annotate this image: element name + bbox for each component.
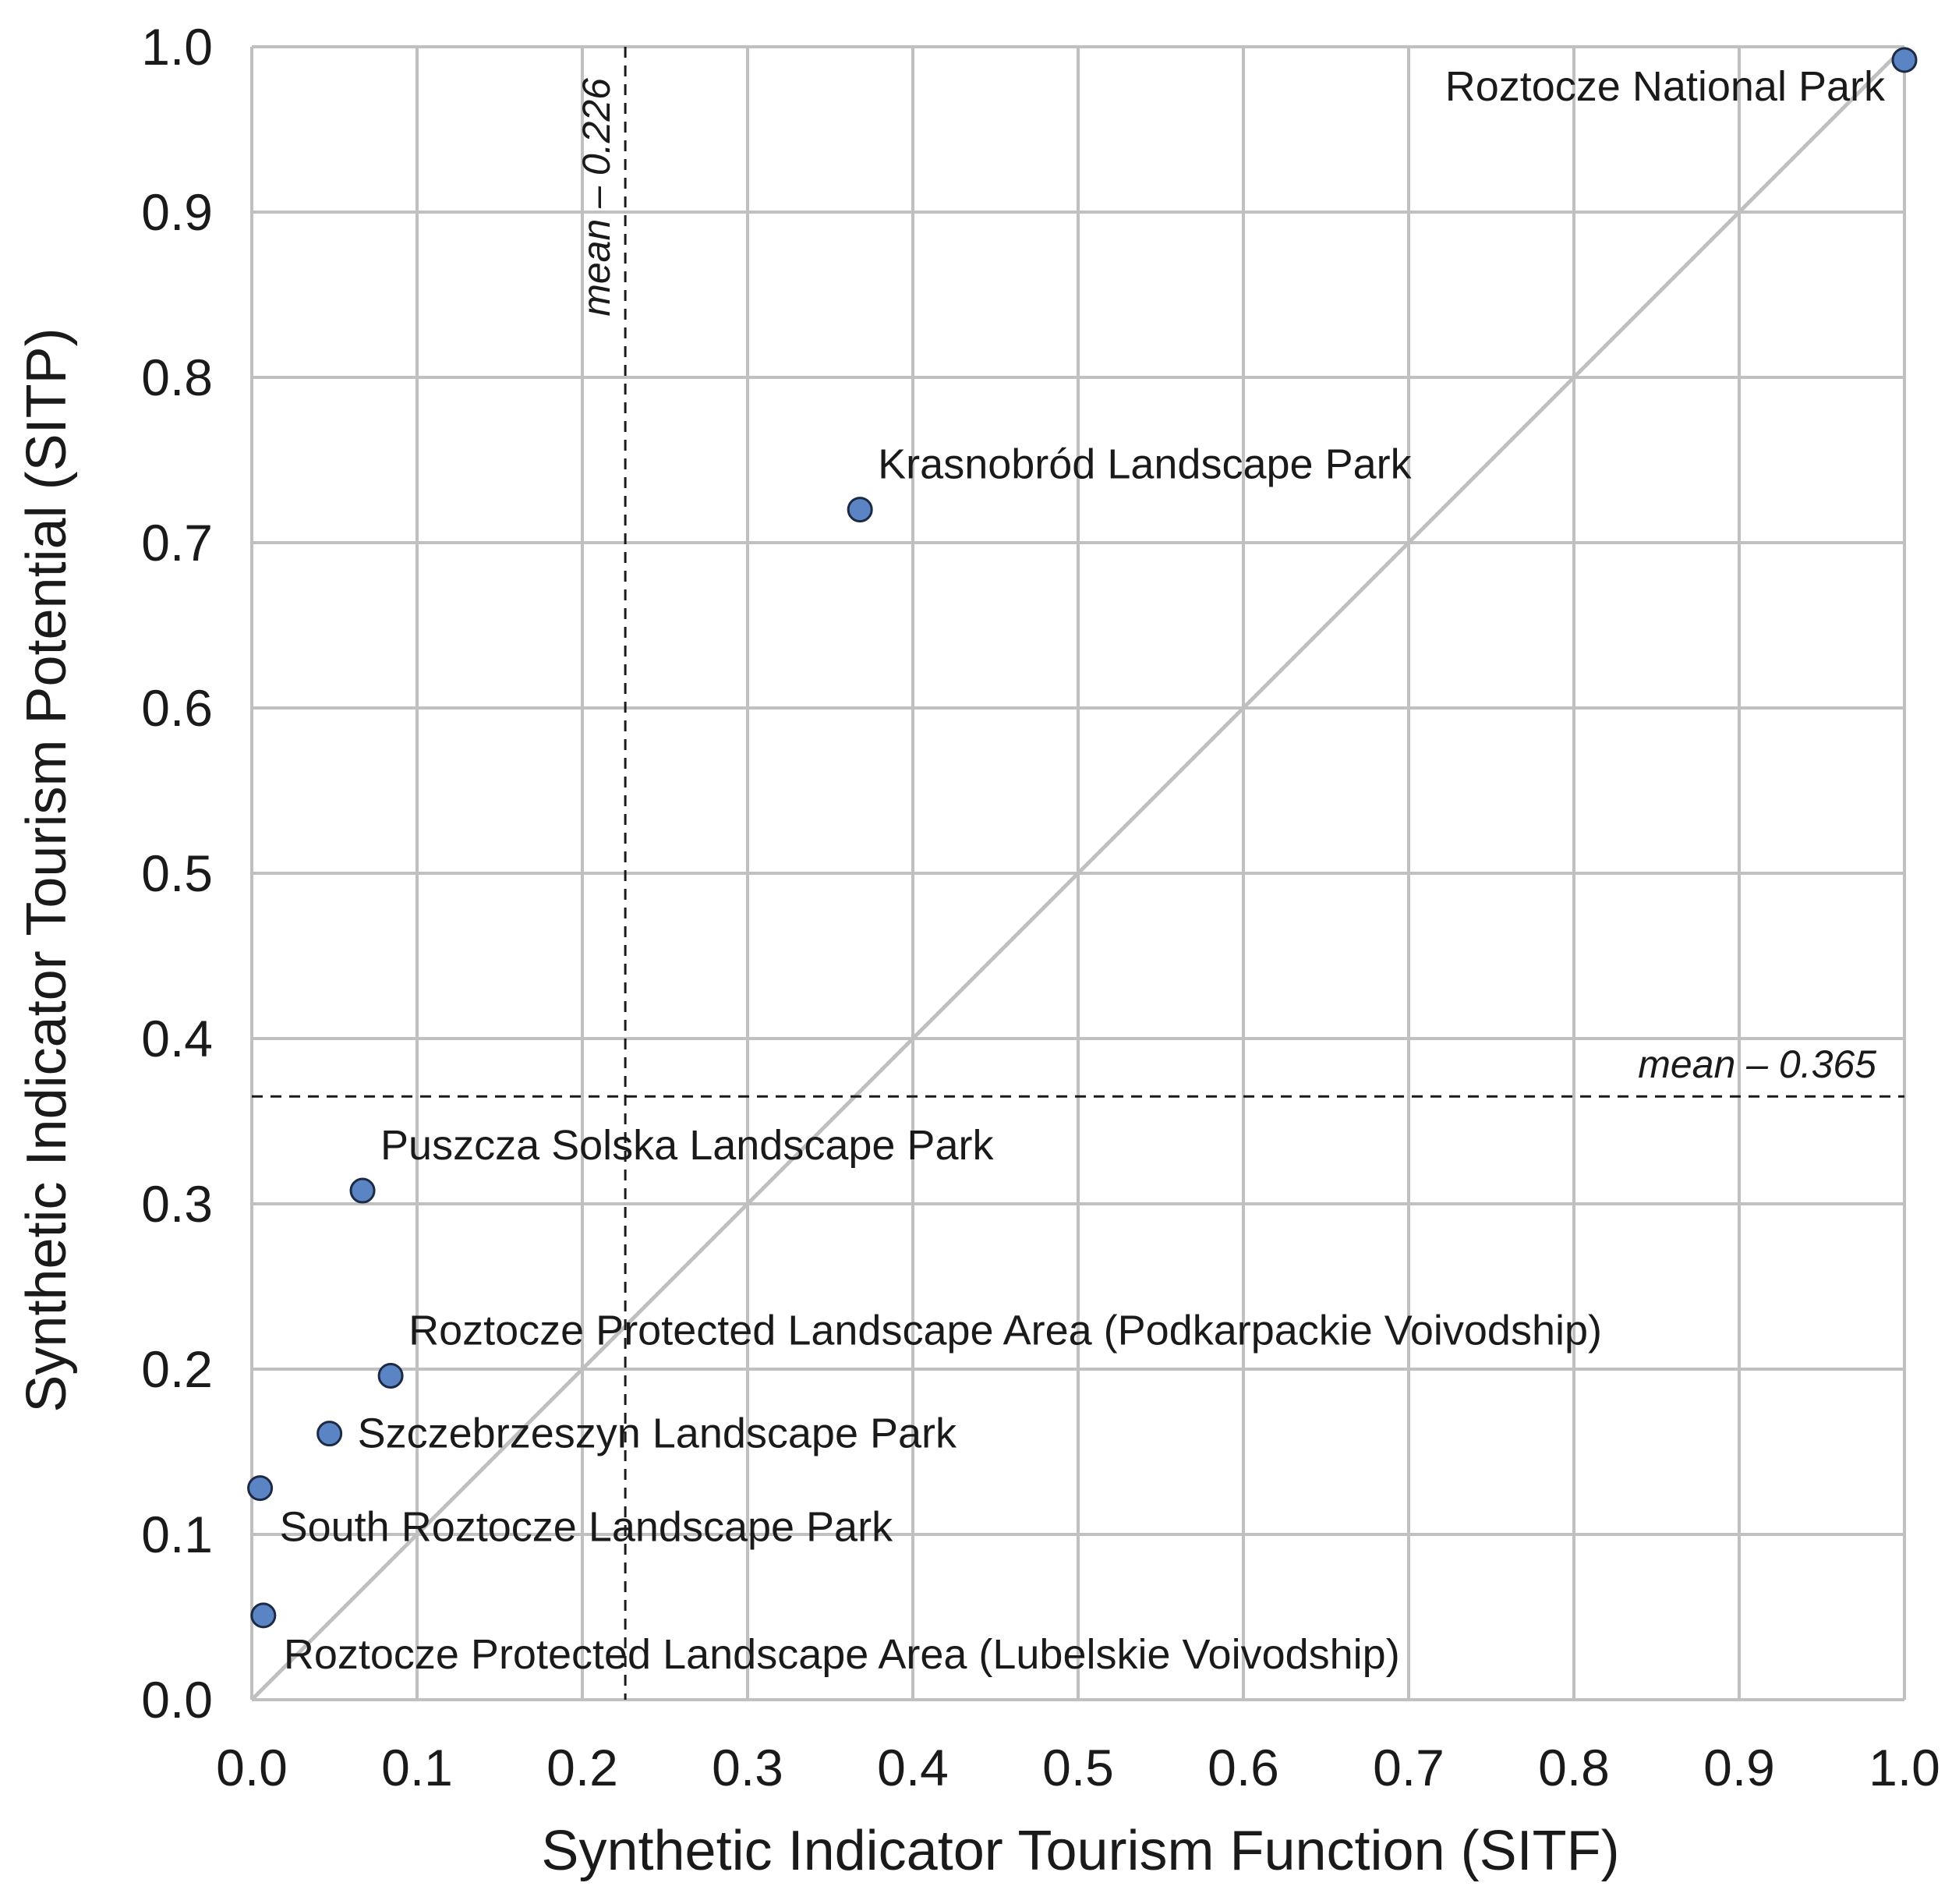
x-tick-label: 0.8 (1538, 1739, 1610, 1796)
y-tick-label: 0.7 (141, 514, 213, 572)
data-point (349, 1177, 376, 1204)
x-tick-label: 0.0 (216, 1739, 288, 1796)
y-tick-label: 0.2 (141, 1340, 213, 1398)
x-tick-label: 0.4 (877, 1739, 949, 1796)
x-tick-label: 1.0 (1869, 1739, 1940, 1796)
x-tick-label: 0.6 (1208, 1739, 1279, 1796)
point-label: Szczebrzeszyn Landscape Park (358, 1410, 957, 1457)
x-tick-label: 0.2 (546, 1739, 618, 1796)
x-tick-label: 0.5 (1042, 1739, 1114, 1796)
tick-labels: 0.0 0.1 0.2 0.3 0.4 0.5 0.6 0.7 0.8 0.9 1.0 0.0 0.1 0… (141, 18, 1940, 1796)
diagonal-reference-line (250, 45, 1906, 1701)
point-label: South Roztocze Landscape Park (280, 1504, 893, 1551)
y-tick-label: 0.3 (141, 1175, 213, 1233)
x-axis-title: Synthetic Indicator Tourism Function (SI… (541, 1820, 1619, 1882)
data-point (247, 1475, 274, 1502)
data-point (316, 1421, 343, 1447)
x-tick-label: 0.9 (1703, 1739, 1775, 1796)
grid-lines (250, 45, 1906, 1701)
data-point (1891, 47, 1918, 73)
y-tick-label: 0.4 (141, 1010, 213, 1067)
y-tick-label: 0.0 (141, 1671, 213, 1729)
x-tick-label: 0.1 (381, 1739, 453, 1796)
mean-label-horizontal: mean – 0.365 (1638, 1042, 1876, 1086)
point-label: Krasnobród Landscape Park (878, 441, 1412, 488)
data-points (247, 47, 1918, 1629)
y-tick-label: 0.6 (141, 679, 213, 737)
y-tick-label: 0.5 (141, 844, 213, 902)
data-point (250, 1602, 277, 1629)
mean-lines: mean – 0.226 mean – 0.365 (252, 47, 1904, 1700)
point-label: Puszcza Solska Landscape Park (380, 1122, 994, 1169)
x-tick-label: 0.3 (712, 1739, 783, 1796)
data-point (847, 497, 873, 523)
y-axis-title: Synthetic Indicator Tourism Potential (S… (16, 327, 78, 1412)
y-tick-label: 0.1 (141, 1506, 213, 1563)
y-tick-label: 0.8 (141, 349, 213, 406)
x-tick-label: 0.7 (1373, 1739, 1445, 1796)
data-point (377, 1362, 404, 1389)
y-tick-label: 1.0 (141, 18, 213, 76)
point-label: Roztocze Protected Landscape Area (Lubel… (284, 1631, 1400, 1678)
mean-label-vertical: mean – 0.226 (575, 78, 618, 317)
point-label: Roztocze National Park (1445, 63, 1886, 110)
point-label: Roztocze Protected Landscape Area (Podka… (408, 1307, 1602, 1354)
y-tick-label: 0.9 (141, 183, 213, 241)
point-labels: Roztocze National Park Krasnobród Landsca… (280, 63, 1886, 1678)
